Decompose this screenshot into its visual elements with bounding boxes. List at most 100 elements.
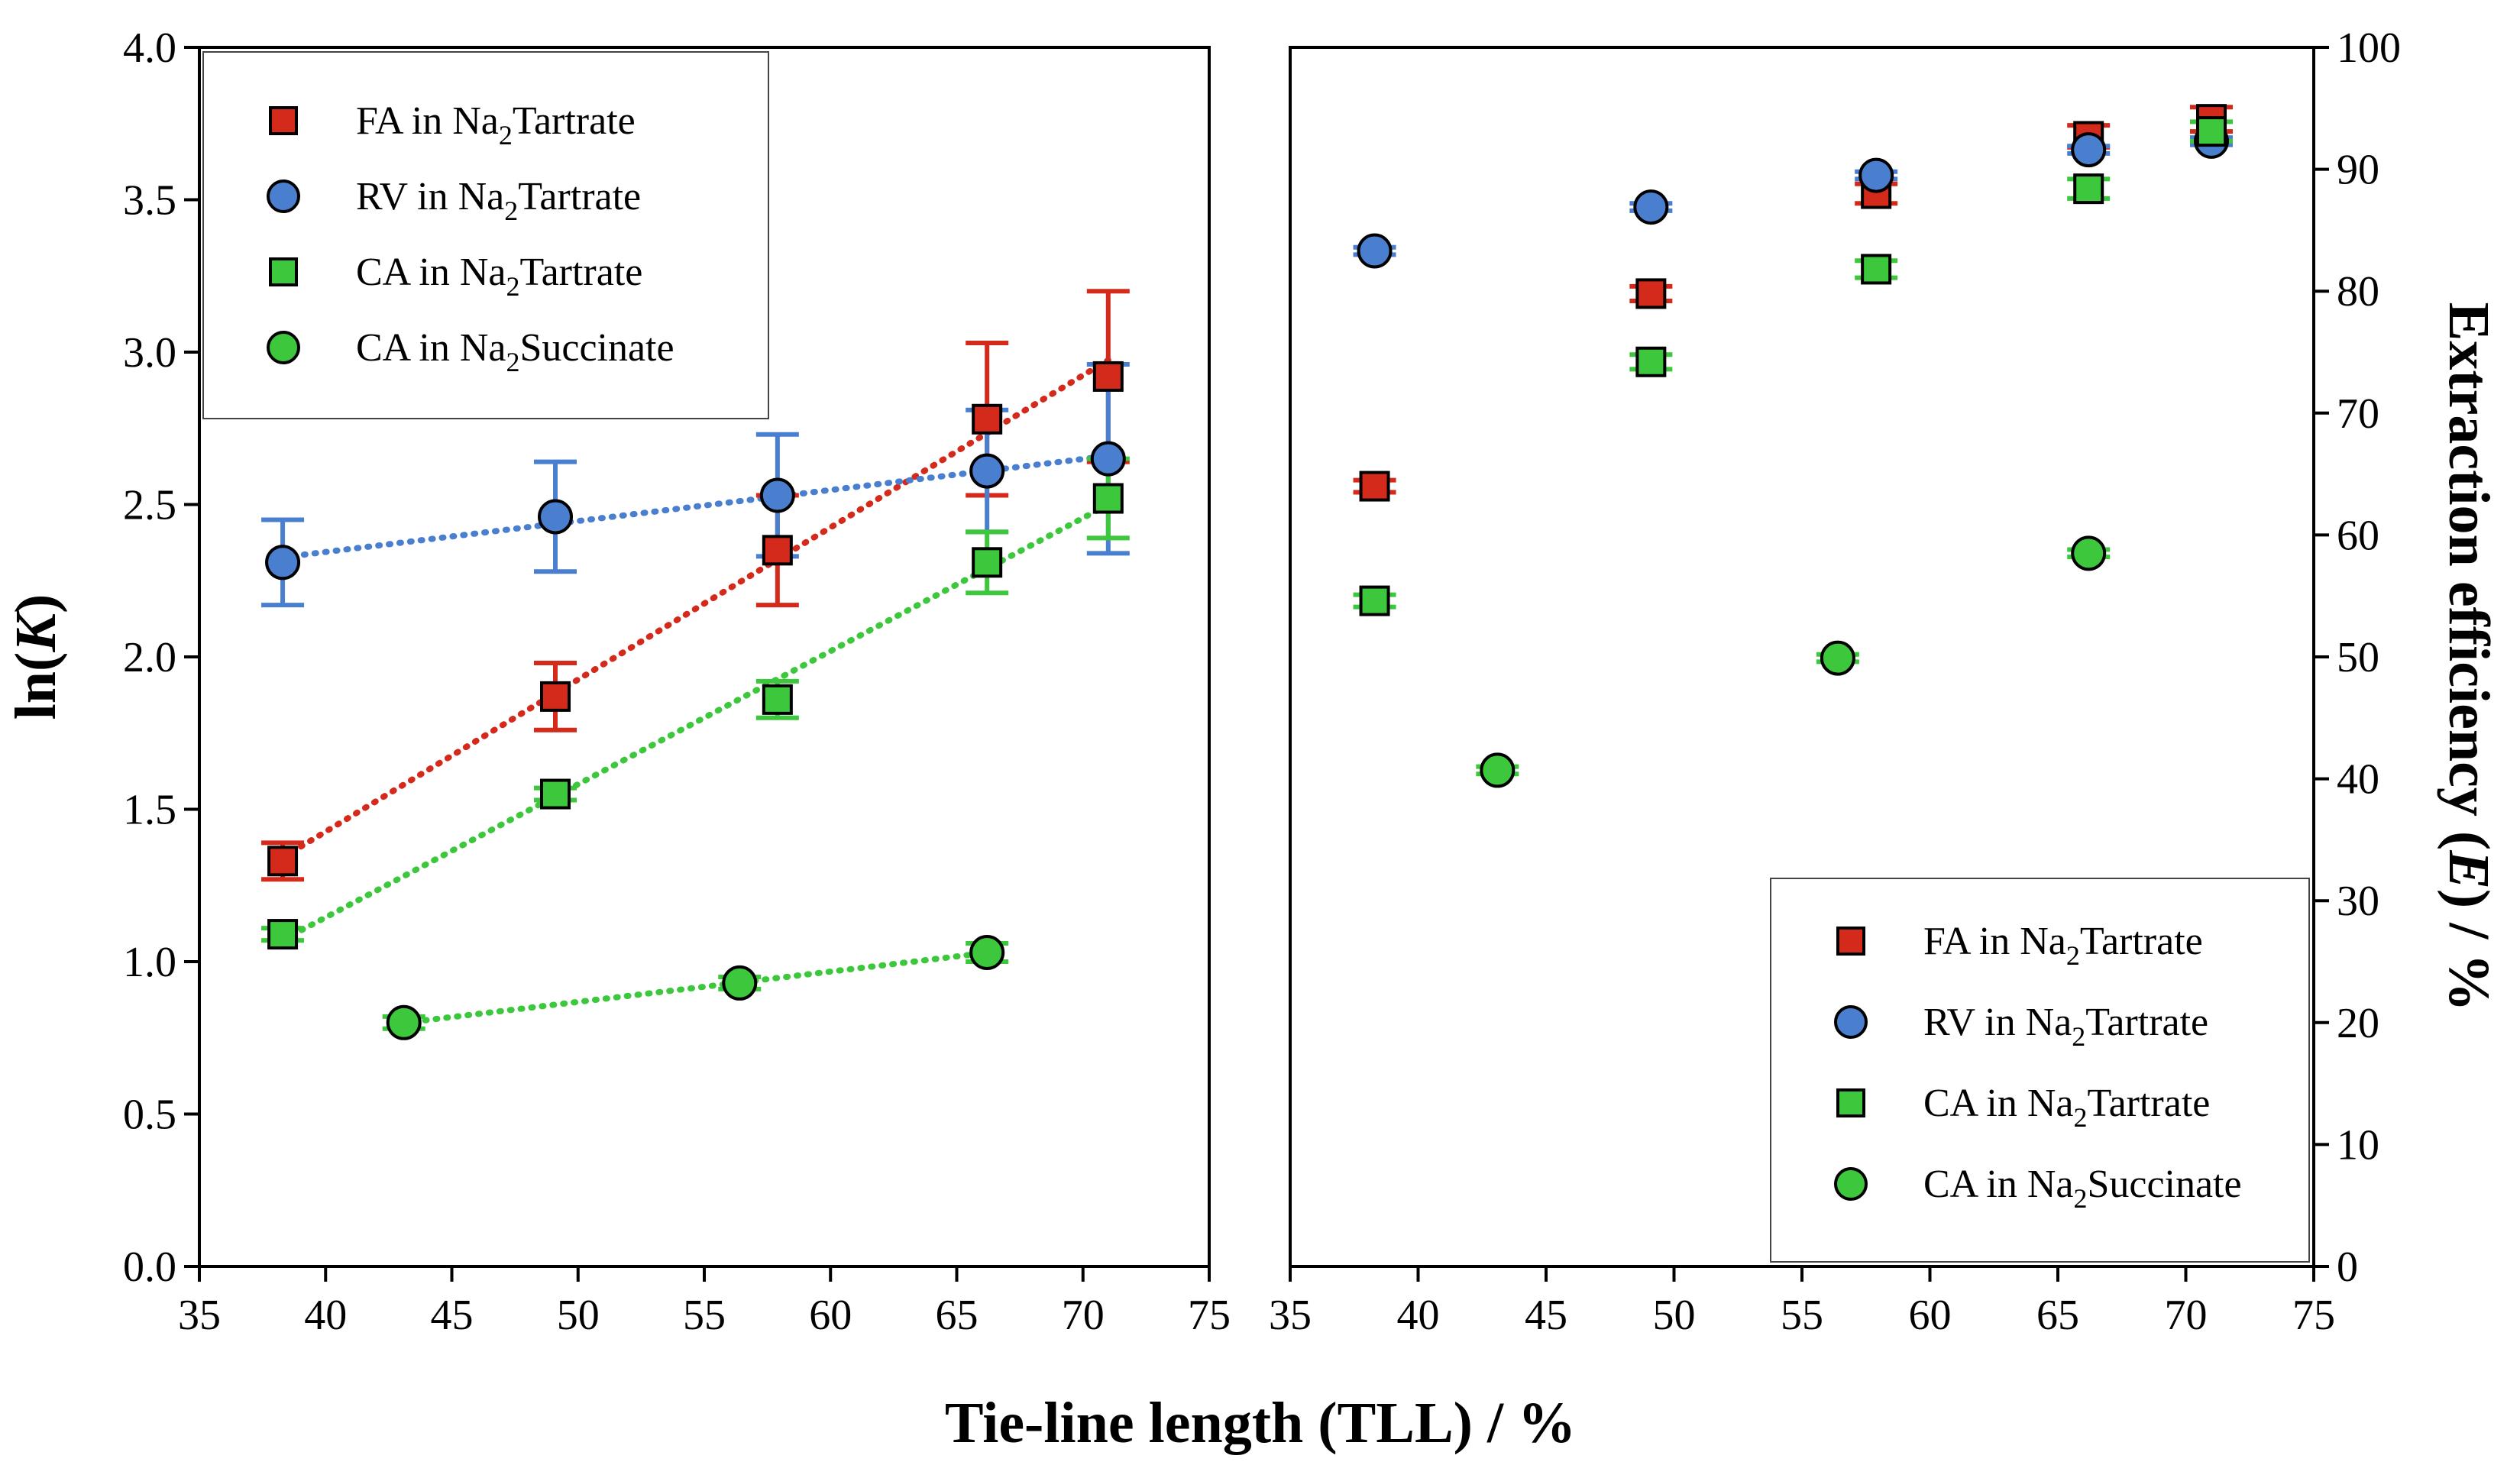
right-x-tick-label: 35 xyxy=(1269,1292,1312,1339)
data-point-ca-succinate xyxy=(1820,640,1855,676)
data-point-fa-tartrate xyxy=(972,403,1003,435)
trend-line-fa-tartrate xyxy=(280,357,1111,861)
data-point-rv-tartrate xyxy=(1858,157,1894,193)
left-x-tick-label: 70 xyxy=(1062,1292,1105,1339)
right-legend: FA in Na2Tartrate RV in Na2Tartrate CA in … xyxy=(1770,878,2310,1263)
right-panel: 35 40 45 50 55 60 65 70 750 10 20 30 40 50 60 70 80 90 100… xyxy=(1269,24,2501,1339)
data-point-ca-succinate xyxy=(386,1004,422,1040)
legend-label: CA in Na2Succinate xyxy=(1923,1163,2242,1214)
left-y-tick-label: 2.0 xyxy=(123,634,176,681)
data-point-ca-succinate xyxy=(969,935,1005,971)
data-point-ca-tartrate xyxy=(540,778,571,810)
left-y-tick-label: 3.5 xyxy=(123,177,176,225)
data-point-ca-tartrate xyxy=(762,684,793,715)
data-point-rv-tartrate xyxy=(265,545,301,581)
right-x-tick-label: 75 xyxy=(2292,1292,2335,1339)
right-y-tick-label: 0 xyxy=(2337,1244,2358,1291)
right-x-tick-label: 70 xyxy=(2165,1292,2208,1339)
data-point-rv-tartrate xyxy=(1357,233,1393,269)
data-point-rv-tartrate xyxy=(1633,189,1669,225)
right-data-points xyxy=(1357,104,2229,788)
right-axes: 35 40 45 50 55 60 65 70 750 10 20 30 40 50 60 70 80 90 100 xyxy=(1269,24,2401,1339)
right-y-tick-label: 90 xyxy=(2337,147,2379,194)
x-axis-title: Tie-line length (TLL) / % xyxy=(945,1391,1576,1455)
left-y-tick-label: 0.5 xyxy=(123,1092,176,1139)
left-y-tick-label: 1.0 xyxy=(123,939,176,986)
right-y-tick-label: 10 xyxy=(2337,1121,2379,1169)
legend-label: CA in Na2Tartrate xyxy=(356,251,642,302)
data-point-ca-tartrate xyxy=(1635,346,1667,377)
data-point-fa-tartrate xyxy=(1359,471,1390,502)
legend-marker-ca-succinate xyxy=(267,331,300,364)
data-point-fa-tartrate xyxy=(540,681,571,712)
left-y-tick-label: 3.0 xyxy=(123,329,176,377)
data-point-ca-tartrate xyxy=(1359,585,1390,616)
right-y-tick-label: 60 xyxy=(2337,512,2379,559)
legend-label: FA in Na2Tartrate xyxy=(1923,920,2203,971)
data-point-ca-succinate xyxy=(1480,752,1516,788)
legend-marker-ca-tartrate xyxy=(269,257,298,286)
left-data-points xyxy=(265,361,1126,1040)
left-x-tick-label: 75 xyxy=(1188,1292,1231,1339)
legend-marker-fa-tartrate xyxy=(269,106,298,135)
left-x-tick-label: 45 xyxy=(431,1292,474,1339)
data-point-rv-tartrate xyxy=(759,477,795,513)
right-x-tick-label: 65 xyxy=(2036,1292,2079,1339)
right-y-tick-label: 100 xyxy=(2337,24,2401,72)
legend-label: RV in Na2Tartrate xyxy=(356,175,641,226)
legend-label: FA in Na2Tartrate xyxy=(356,99,636,150)
data-point-rv-tartrate xyxy=(1090,441,1126,477)
left-x-tick-label: 65 xyxy=(936,1292,979,1339)
data-point-fa-tartrate xyxy=(1635,278,1667,309)
left-y-tick-label: 0.0 xyxy=(123,1244,176,1291)
data-point-fa-tartrate xyxy=(267,846,299,877)
data-point-ca-succinate xyxy=(722,965,758,1001)
right-x-tick-label: 55 xyxy=(1781,1292,1823,1339)
legend-label: CA in Na2Tartrate xyxy=(1923,1082,2210,1133)
right-y-tick-label: 40 xyxy=(2337,756,2379,804)
legend-label: RV in Na2Tartrate xyxy=(1923,1001,2208,1052)
legend-marker-ca-tartrate xyxy=(1836,1088,1865,1117)
data-point-rv-tartrate xyxy=(2071,132,2107,168)
data-point-ca-tartrate xyxy=(2073,173,2104,205)
left-legend: FA in Na2Tartrate RV in Na2Tartrate CA in … xyxy=(202,51,769,419)
right-x-tick-label: 50 xyxy=(1653,1292,1696,1339)
right-y-tick-label: 20 xyxy=(2337,1000,2379,1047)
trend-line-ca-tartrate xyxy=(280,501,1111,943)
right-x-tick-label: 60 xyxy=(1909,1292,1952,1339)
data-point-ca-tartrate xyxy=(1861,254,1892,285)
right-y-tick-label: 80 xyxy=(2337,268,2379,315)
left-y-tick-label: 1.5 xyxy=(123,787,176,834)
left-panel: 35 40 45 50 55 60 65 70 75 0.0 0.5 1.0 1.5 2.0 2.5 3.0 3… xyxy=(4,24,1231,1339)
left-x-tick-label: 35 xyxy=(178,1292,221,1339)
left-y-tick-label: 2.5 xyxy=(123,482,176,529)
data-point-ca-succinate xyxy=(2071,535,2107,571)
left-y-tick-label: 4.0 xyxy=(123,24,176,72)
legend-marker-rv-tartrate xyxy=(1834,1005,1868,1039)
data-point-ca-tartrate xyxy=(972,547,1003,578)
data-point-fa-tartrate xyxy=(762,535,793,566)
trend-line-ca-succinate xyxy=(400,949,991,1027)
data-point-ca-tartrate xyxy=(267,919,299,950)
legend-label: CA in Na2Succinate xyxy=(356,326,674,377)
right-error-bars xyxy=(1353,105,2233,777)
data-point-rv-tartrate xyxy=(969,453,1005,489)
data-point-rv-tartrate xyxy=(538,499,574,535)
left-x-tick-label: 55 xyxy=(683,1292,726,1339)
data-point-fa-tartrate xyxy=(1092,361,1124,392)
left-x-tick-label: 60 xyxy=(809,1292,852,1339)
right-x-tick-label: 45 xyxy=(1525,1292,1567,1339)
data-point-ca-tartrate xyxy=(1092,483,1124,514)
left-axes: 35 40 45 50 55 60 65 70 75 0.0 0.5 1.0 1.5 2.0 2.5 3.0 3… xyxy=(123,24,1231,1339)
right-y-tick-label: 70 xyxy=(2337,390,2379,438)
right-y-axis-title: Extraction efficiency (E) / % xyxy=(2437,302,2501,1012)
left-x-tick-label: 50 xyxy=(557,1292,600,1339)
legend-marker-fa-tartrate xyxy=(1836,927,1865,956)
right-y-tick-label: 30 xyxy=(2337,878,2379,925)
data-point-ca-tartrate xyxy=(2196,116,2227,147)
right-y-tick-label: 50 xyxy=(2337,634,2379,681)
right-x-tick-label: 40 xyxy=(1397,1292,1440,1339)
left-y-axis-title: ln(K) xyxy=(4,594,68,720)
left-x-tick-label: 40 xyxy=(304,1292,347,1339)
